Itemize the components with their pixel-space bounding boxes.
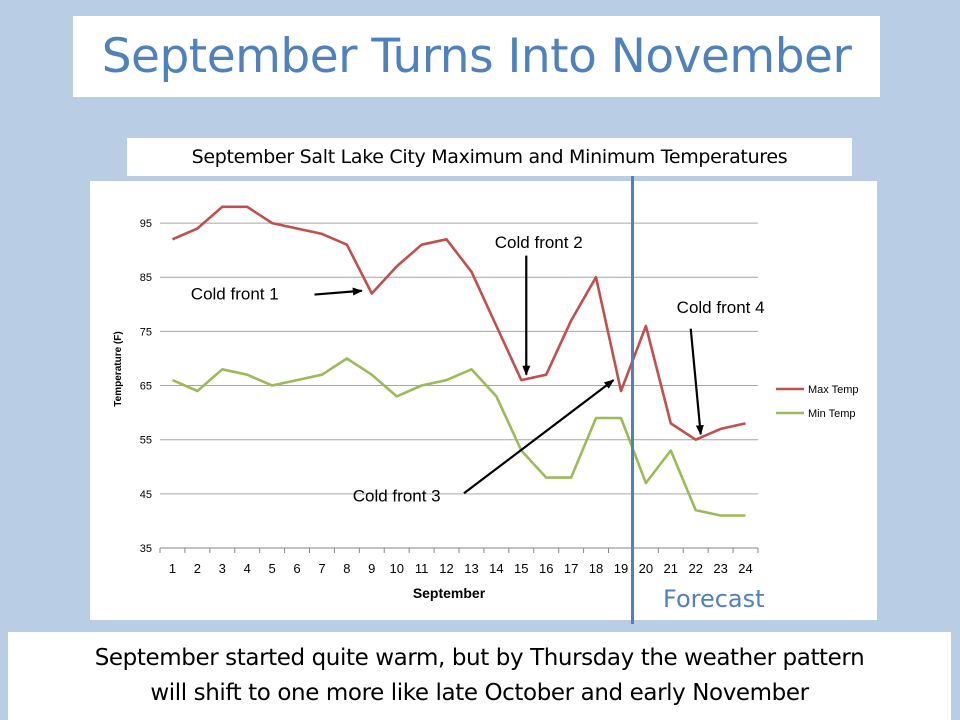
x-tick-label: 3 <box>219 561 226 576</box>
y-axis-title: Temperature (F) <box>113 331 124 406</box>
x-tick-label: 17 <box>564 561 578 576</box>
x-tick-label: 19 <box>614 561 628 576</box>
y-tick-label: 75 <box>140 326 152 338</box>
legend-label: Max Temp <box>808 384 859 396</box>
x-tick-label: 21 <box>664 561 678 576</box>
x-tick-label: 4 <box>244 561 251 576</box>
caption-line-1: September started quite warm, but by Thu… <box>94 645 865 671</box>
annotation-arrow-4 <box>689 328 704 436</box>
y-tick-label: 65 <box>140 381 152 393</box>
annotation-label-1: Cold front 1 <box>191 284 279 303</box>
y-tick-label: 95 <box>140 218 152 230</box>
x-tick-label: 18 <box>589 561 603 576</box>
chart-subtitle: September Salt Lake City Maximum and Min… <box>191 146 788 168</box>
annotation-label-4: Cold front 4 <box>677 298 765 317</box>
x-tick-label: 15 <box>514 561 528 576</box>
y-tick-label: 35 <box>140 543 152 555</box>
annotation-label-3: Cold front 3 <box>353 486 441 505</box>
x-tick-label: 16 <box>539 561 553 576</box>
x-axis-title: September <box>413 585 486 601</box>
x-tick-label: 24 <box>738 561 752 576</box>
annotation-arrow-3 <box>463 379 615 495</box>
x-tick-label: 7 <box>318 561 325 576</box>
x-tick-label: 8 <box>343 561 350 576</box>
title-box: September Turns Into November <box>73 16 880 97</box>
slide-title: September Turns Into November <box>101 29 852 84</box>
x-tick-label: 20 <box>639 561 653 576</box>
x-tick-label: 23 <box>713 561 727 576</box>
caption-box: September started quite warm, but by Thu… <box>8 632 951 720</box>
subtitle-box: September Salt Lake City Maximum and Min… <box>127 138 852 176</box>
x-tick-label: 10 <box>389 561 403 576</box>
x-tick-label: 13 <box>464 561 478 576</box>
y-tick-label: 55 <box>140 435 152 447</box>
series-line-min-temp <box>171 357 746 517</box>
legend-label: Min Temp <box>808 408 855 420</box>
x-tick-label: 14 <box>489 561 503 576</box>
forecast-label: Forecast <box>663 585 765 613</box>
series-line-max-temp <box>171 205 746 442</box>
x-tick-label: 9 <box>368 561 375 576</box>
y-tick-label: 85 <box>140 272 152 284</box>
annotation-label-2: Cold front 2 <box>495 233 583 252</box>
forecast-divider-line <box>631 176 634 624</box>
caption-line-2: will shift to one more like late October… <box>150 680 809 706</box>
x-tick-label: 2 <box>194 561 201 576</box>
x-tick-label: 12 <box>439 561 453 576</box>
x-tick-label: 6 <box>293 561 300 576</box>
x-tick-label: 22 <box>688 561 702 576</box>
chart-area: 35 45 55 65 75 85 95 1 2 3 4 5 6 7 8 9 10 11 12 13 14 15 16 17 1… <box>90 181 877 620</box>
x-tick-label: 1 <box>169 561 176 576</box>
y-tick-label: 45 <box>140 489 152 501</box>
annotation-arrow-1 <box>314 287 363 296</box>
x-tick-label: 5 <box>269 561 276 576</box>
x-tick-label: 11 <box>415 561 429 576</box>
